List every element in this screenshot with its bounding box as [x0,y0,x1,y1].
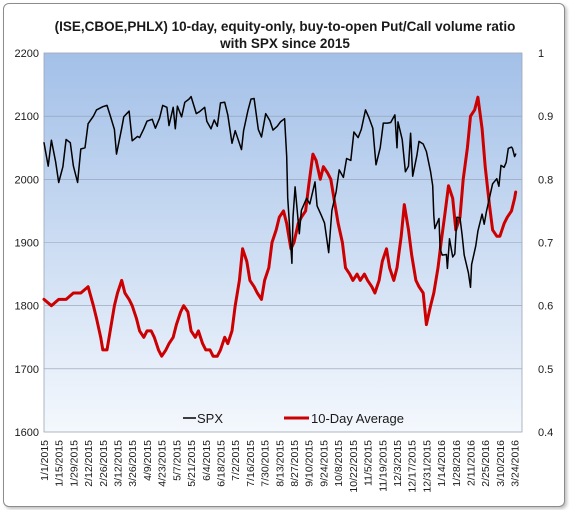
left-axis-ticks: 1600 1700 1800 1900 2000 2100 2200 [15,48,39,439]
left-tick-label: 1600 [15,427,39,439]
x-tick-label: 2/12/2015 [83,440,95,487]
x-tick-label: 3/26/2015 [127,440,139,487]
x-tick-label: 5/7/2015 [171,440,183,481]
x-tick-label: 7/30/2015 [260,440,272,487]
series-layer [42,95,518,358]
legend-label-spx: SPX [197,411,223,426]
x-tick-label: 8/27/2015 [289,440,301,487]
x-tick-label: 6/18/2015 [215,440,227,487]
x-tick-label: 6/4/2015 [201,440,213,481]
right-tick-label: 0.4 [538,427,553,439]
x-tick-label: 3/12/2015 [113,440,125,487]
right-tick-label: 0.5 [538,364,553,376]
x-tick-label: 1/14/2016 [436,440,448,487]
x-tick-label: 10/8/2015 [333,440,345,487]
legend-item-spx: SPX [183,411,223,426]
x-tick-label: 1/29/2015 [68,440,80,487]
right-tick-label: 1 [538,48,544,60]
legend: SPX 10-Day Average [183,411,404,426]
x-tick-label: 4/9/2015 [142,440,154,481]
x-tick-label: 2/26/2015 [98,440,110,487]
series-line-spx [43,95,517,289]
x-tick-label: 10/22/2015 [348,440,360,493]
chart-title: (ISE,CBOE,PHLX) 10-day, equity-only, buy… [55,19,516,34]
x-tick-label: 9/10/2015 [304,440,316,487]
x-tick-label: 12/17/2015 [407,440,419,493]
plot-border [43,52,523,433]
right-tick-label: 0.8 [538,174,553,186]
x-tick-label: 12/31/2015 [421,440,433,493]
right-axis-ticks: 0.4 0.5 0.6 0.7 0.8 0.9 1 [538,48,553,439]
legend-label-10-day-average: 10-Day Average [311,411,404,426]
right-tick-label: 0.6 [538,301,553,313]
right-tick-label: 0.9 [538,111,553,123]
left-tick-label: 1700 [15,364,39,376]
x-tick-label: 11/5/2015 [363,440,375,486]
x-tick-label: 2/25/2016 [480,440,492,487]
right-tick-label: 0.7 [538,238,553,250]
x-tick-label: 1/15/2015 [54,440,66,487]
left-tick-label: 1900 [15,238,39,250]
x-tick-label: 4/23/2015 [157,440,169,487]
left-tick-label: 2200 [15,48,39,60]
x-tick-label: 3/10/2016 [495,440,507,487]
x-tick-label: 8/13/2015 [274,440,286,487]
x-tick-label: 9/24/2015 [318,440,330,487]
x-tick-label: 7/16/2015 [245,440,257,487]
left-tick-label: 1800 [15,301,39,313]
x-tick-label: 5/21/2015 [186,440,198,487]
x-tick-label: 1/28/2016 [451,440,463,487]
x-tick-label: 7/2/2015 [230,440,242,481]
x-tick-label: 12/3/2015 [392,440,404,487]
x-tick-label: 1/1/2015 [39,440,51,481]
left-tick-label: 2000 [15,174,39,186]
x-axis-ticks: 1/1/2015 1/15/2015 1/29/2015 2/12/2015 2/26/… [39,440,522,493]
x-tick-label: 3/24/2016 [510,440,522,487]
legend-item-10-day-average: 10-Day Average [284,411,404,426]
x-tick-label: 2/11/2016 [466,440,478,486]
chart-subtitle: with SPX since 2015 [219,36,350,51]
x-tick-label: 11/19/2015 [377,440,389,492]
left-tick-label: 2100 [15,111,39,123]
